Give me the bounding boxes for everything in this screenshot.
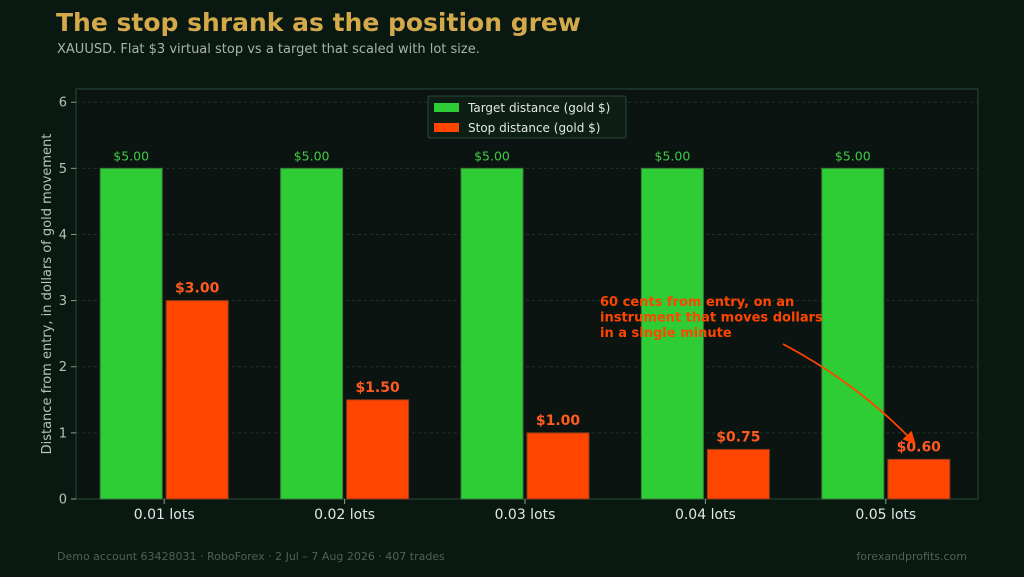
- x-tick-label: 0.05 lots: [855, 507, 916, 523]
- data-label-target: $5.00: [113, 148, 149, 163]
- legend-label: Target distance (gold $): [467, 101, 610, 115]
- legend-label: Stop distance (gold $): [468, 121, 600, 135]
- data-label-target: $5.00: [474, 148, 510, 163]
- legend-swatch: [434, 123, 459, 132]
- y-tick-label: 6: [59, 96, 67, 111]
- y-tick-label: 3: [59, 294, 67, 309]
- legend-box: [427, 95, 627, 139]
- bar-stop: [706, 448, 770, 500]
- data-label-target: $5.00: [835, 148, 871, 163]
- data-label-stop: $0.75: [716, 429, 760, 445]
- data-label-target: $5.00: [294, 148, 330, 163]
- legend-swatch: [434, 103, 459, 112]
- annotation-text: instrument that moves dollars: [600, 311, 823, 326]
- data-label-stop: $1.50: [355, 380, 400, 396]
- footer-account-info: Demo account 63428031 · RoboForex · 2 Ju…: [57, 550, 445, 563]
- y-tick-label: 4: [59, 228, 67, 243]
- x-tick-label: 0.04 lots: [675, 507, 736, 523]
- bar-target: [460, 167, 524, 500]
- bar-stop: [887, 458, 951, 500]
- x-tick-label: 0.01 lots: [134, 507, 195, 523]
- axes: 0 1 2 3 4 5 6 Distance from entry, in dollars o…: [40, 96, 916, 523]
- bar-stop: [346, 399, 410, 500]
- data-label-stop: $1.00: [536, 413, 581, 429]
- chart-subtitle: XAUUSD. Flat $3 virtual stop vs a target…: [57, 42, 480, 57]
- bar-target: [99, 167, 163, 500]
- y-tick-label: 1: [59, 426, 67, 441]
- annotation-text: in a single minute: [600, 326, 732, 341]
- y-axis-label: Distance from entry, in dollars of gold …: [40, 134, 55, 455]
- data-label-target: $5.00: [655, 148, 691, 163]
- y-tick-label: 0: [59, 493, 67, 508]
- bar-target: [640, 167, 704, 500]
- x-tick-label: 0.02 lots: [314, 507, 375, 523]
- bar-stop: [165, 300, 229, 500]
- data-label-stop: $3.00: [175, 281, 220, 297]
- annotation-text: 60 cents from entry, on an: [600, 295, 794, 310]
- legend: Target distance (gold $) Stop distance (g…: [427, 95, 627, 139]
- data-labels: $5.00 $3.00 $5.00 $1.50 $5.00 $1.00 $5.00 $0.75…: [113, 148, 941, 455]
- chart-title: The stop shrank as the position grew: [56, 8, 581, 37]
- bar-stop: [526, 432, 590, 500]
- bar-target: [821, 167, 885, 500]
- y-tick-label: 2: [59, 360, 67, 375]
- x-tick-label: 0.03 lots: [495, 507, 556, 523]
- footer-site: forexandprofits.com: [856, 550, 967, 563]
- data-label-stop: $0.60: [897, 439, 942, 455]
- annotation-arrow: [782, 343, 916, 445]
- y-tick-label: 5: [59, 162, 67, 177]
- bars: [99, 167, 951, 500]
- bar-target: [280, 167, 344, 500]
